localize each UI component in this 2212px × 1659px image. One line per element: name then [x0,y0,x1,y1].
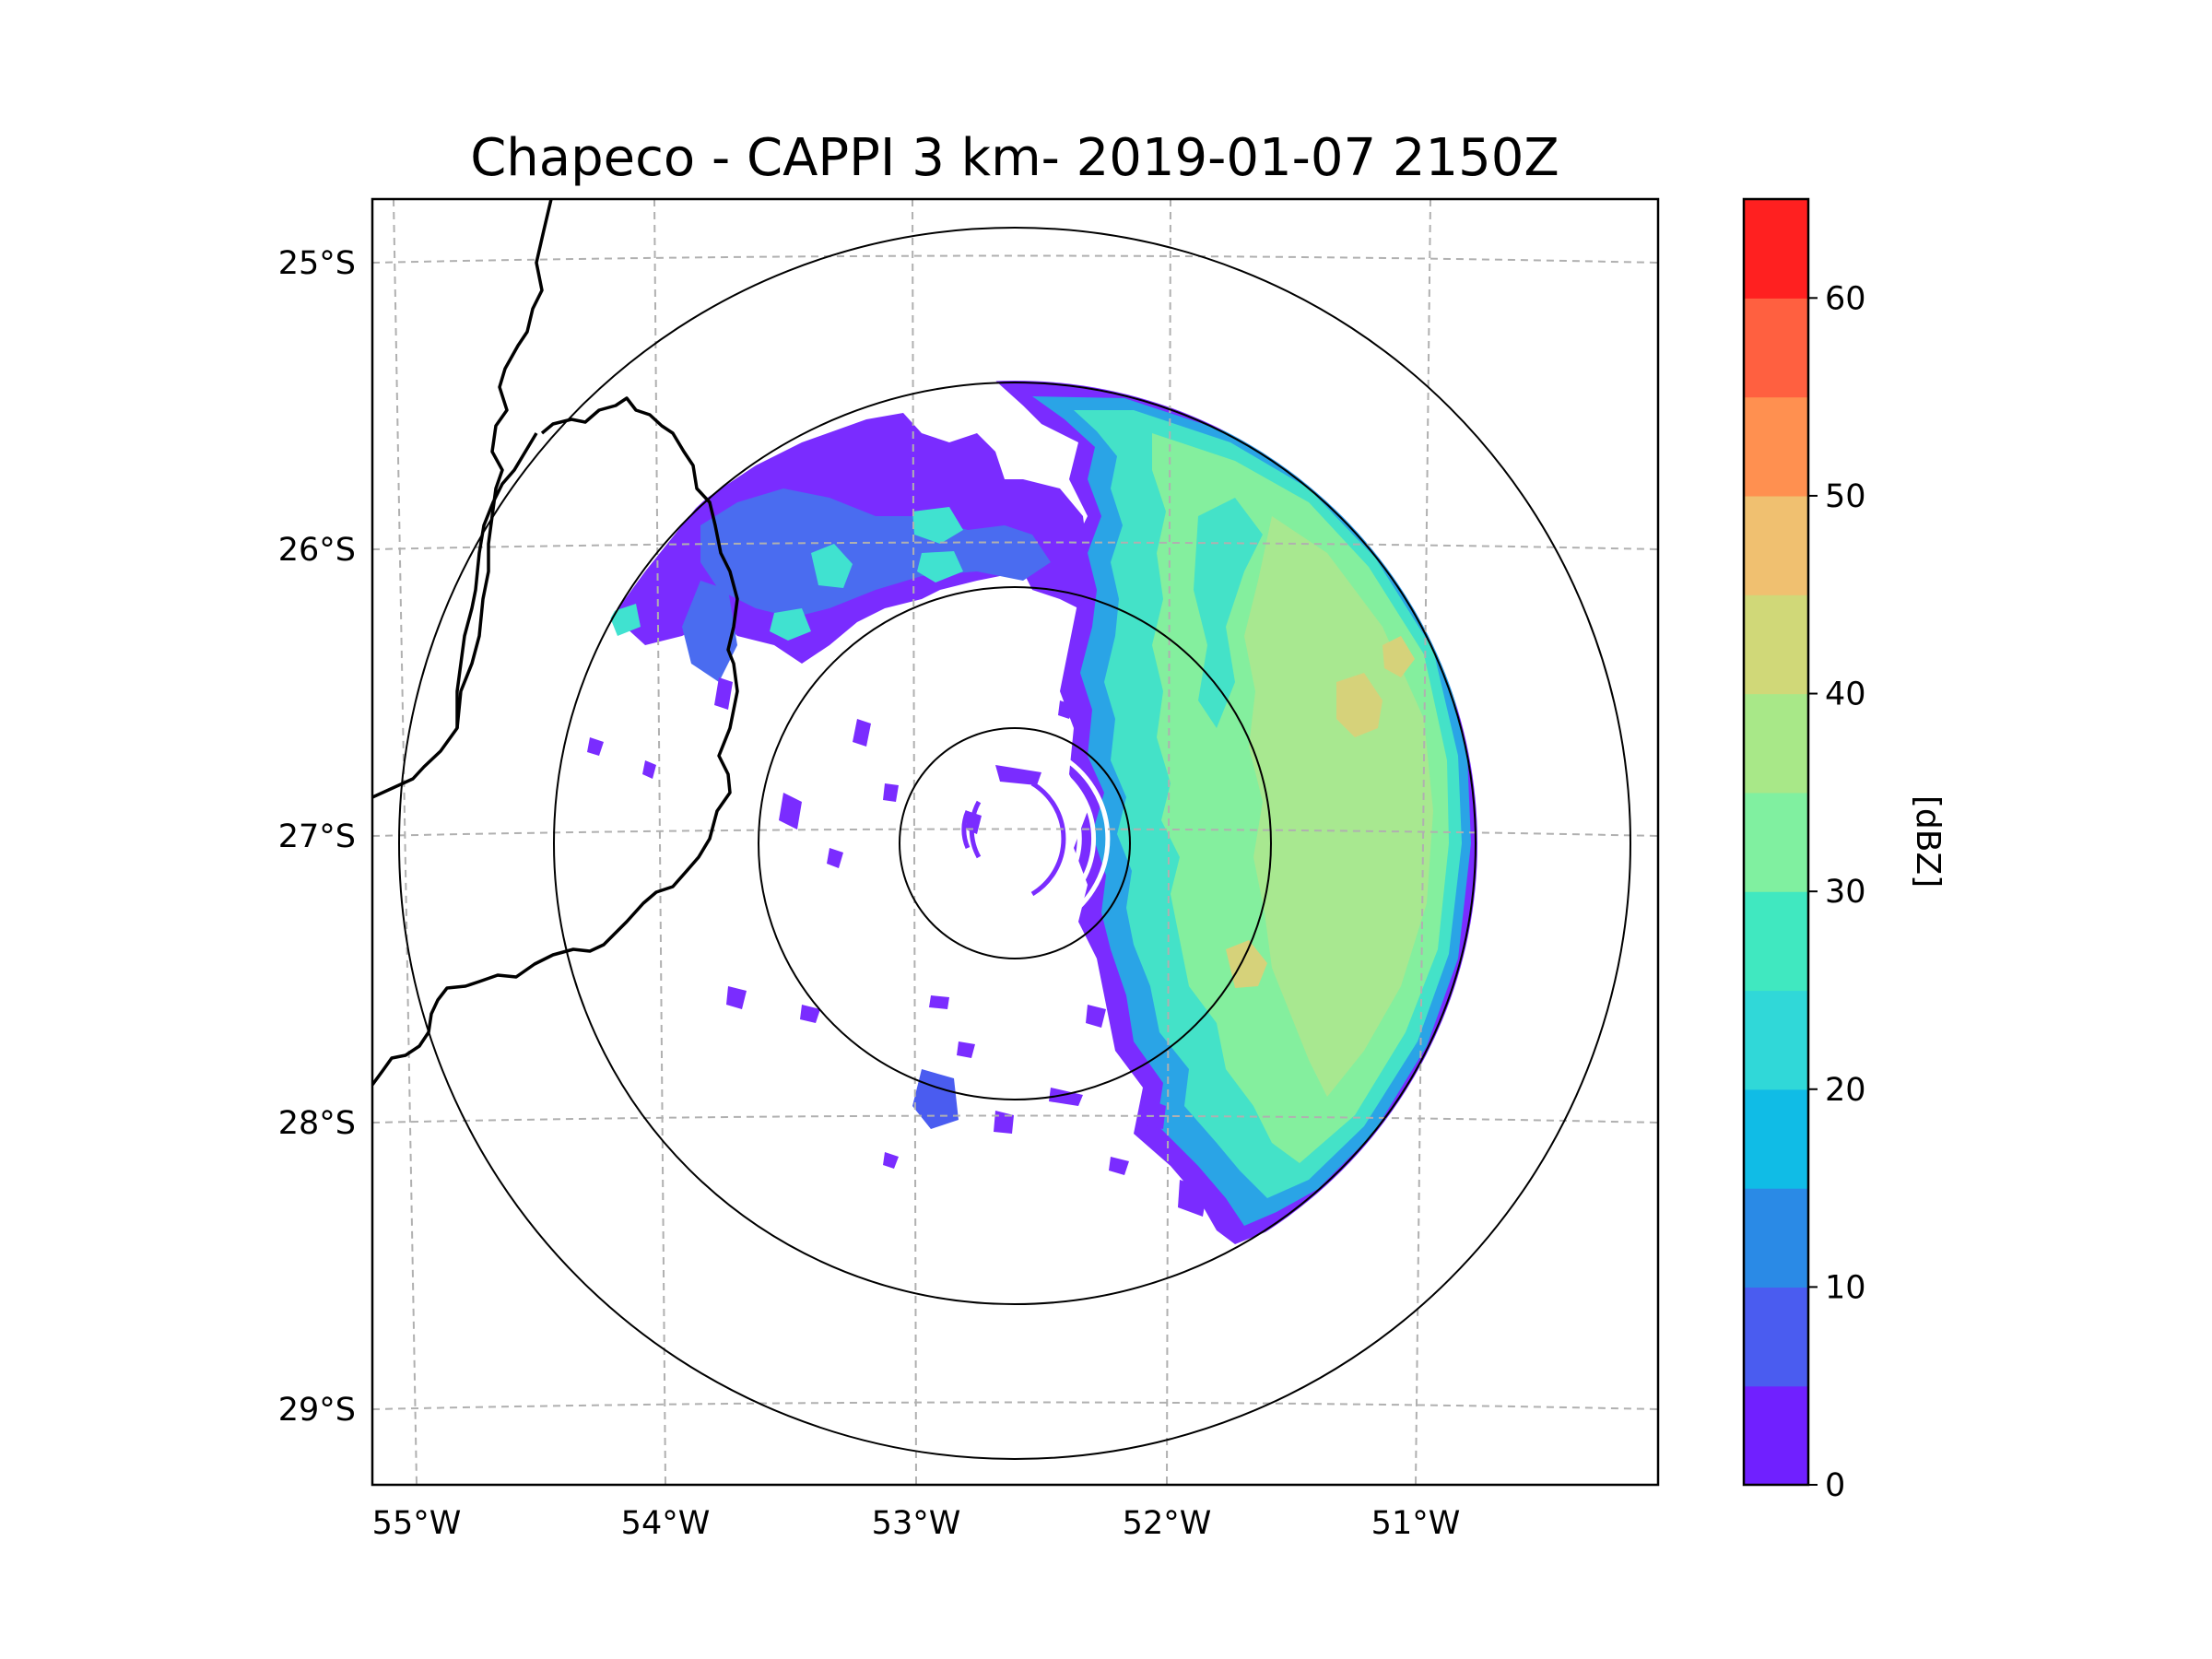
colorbar: 0 10 20 30 40 50 60 [dBZ] [1742,197,1947,1504]
colorbar-tick-label: 30 [1825,874,1866,911]
colorbar-segments [1744,199,1808,1486]
colorbar-segment [1744,693,1808,794]
colorbar-frame [1742,197,1810,1487]
clutter-arcs [1040,753,1111,924]
gridlines [372,199,1658,1485]
lat-tick-label: 25°S [278,245,356,282]
colorbar-segment [1744,891,1808,992]
range-ring-1 [899,727,1131,959]
colorbar-segment [1744,594,1808,695]
lon-tick-label: 53°W [872,1505,961,1542]
echo-cell-c [917,551,963,582]
colorbar-segment [1744,396,1808,497]
lat-tick-label: 26°S [278,532,356,569]
echo-cell-45dbz-3 [1382,636,1415,677]
meridian-54 [653,199,666,1485]
lon-tick-label: 55°W [372,1505,462,1542]
colorbar-segment [1744,792,1808,892]
chart-title: Chapeco - CAPPI 3 km- 2019-01-07 2150Z [470,128,1559,188]
map-frame [371,197,1660,1487]
colorbar-segment [1744,1188,1808,1288]
meridian-55 [393,199,418,1485]
borders [372,199,739,1087]
map-axes [372,199,1658,1485]
colorbar-tick-label: 0 [1825,1467,1845,1504]
range-ring-2 [758,586,1272,1100]
lon-tick-labels: 55°W 54°W 53°W 52°W 51°W [372,1505,1461,1542]
colorbar-tick-label: 40 [1825,677,1866,713]
lon-tick-label: 52°W [1123,1505,1212,1542]
echo-north-band-inner [700,488,1051,618]
border-paraguay-brazil [455,432,538,728]
colorbar-segment [1744,1088,1808,1189]
colorbar-segment [1744,1385,1808,1486]
colorbar-tick-label: 60 [1825,280,1866,317]
lon-tick-label: 51°W [1371,1505,1461,1542]
lat-tick-label: 28°S [278,1105,356,1142]
range-ring-3 [553,382,1477,1305]
echo-cell-45dbz-2 [1226,940,1267,988]
echo-shield-25dbz-channel [1194,498,1263,728]
colorbar-tick-label: 10 [1825,1269,1866,1306]
echo-cell-a [811,544,853,588]
colorbar-segment [1744,495,1808,595]
lat-tick-label: 27°S [278,818,356,855]
echo-northwest-patch [682,581,737,682]
radar-echoes [587,381,1477,1244]
border-argentina-brazil [372,396,739,1087]
colorbar-tick-label: 20 [1825,1072,1866,1109]
echo-cell-d [770,608,811,641]
colorbar-segment [1744,199,1808,299]
range-rings [398,227,1631,1460]
meridian-51 [1415,199,1431,1485]
colorbar-ticks: 0 10 20 30 40 50 60 [1808,280,1866,1504]
scattered-echoes [587,677,1207,1217]
meridian-52 [1166,199,1171,1485]
meridian-53 [912,199,917,1485]
lon-tick-label: 54°W [621,1505,711,1542]
echo-cell-45dbz-1 [1336,673,1382,737]
lat-tick-label: 29°S [278,1392,356,1429]
colorbar-segment [1744,990,1808,1090]
colorbar-tick-label: 50 [1825,478,1866,515]
lat-tick-labels: 25°S 26°S 27°S 28°S 29°S [278,245,356,1429]
range-ring-4 [398,227,1631,1460]
colorbar-segment [1744,298,1808,398]
colorbar-label: [dBZ] [1909,795,1947,888]
echo-cell-b [912,507,963,544]
colorbar-segment [1744,1287,1808,1387]
